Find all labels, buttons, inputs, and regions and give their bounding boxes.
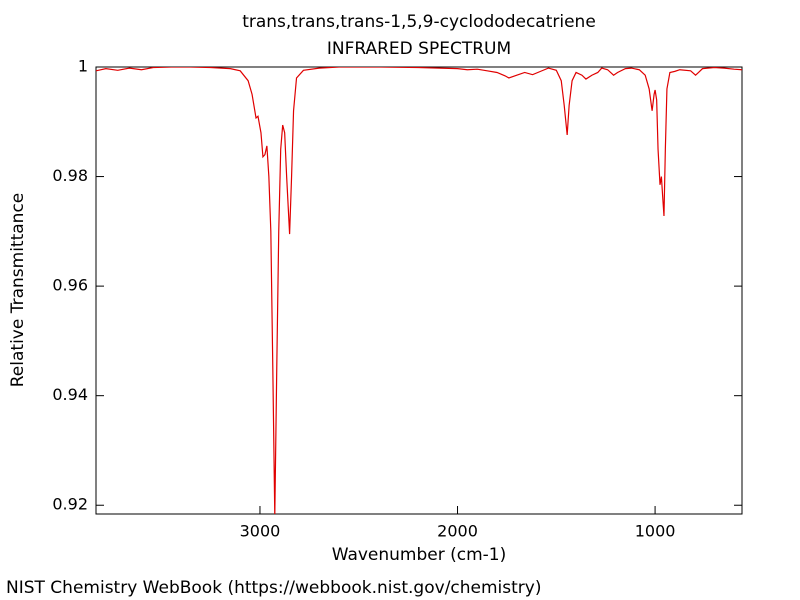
y-tick-label: 0.98 xyxy=(52,166,88,185)
plot-frame xyxy=(95,66,743,515)
x-tick-label: 3000 xyxy=(240,522,281,541)
y-tick-label: 1 xyxy=(78,57,88,76)
source-note: NIST Chemistry WebBook (https://webbook.… xyxy=(6,578,541,598)
y-tick-label: 0.96 xyxy=(52,276,88,295)
y-tick-label: 0.94 xyxy=(52,385,88,404)
y-axis-label: Relative Transmittance xyxy=(8,193,28,388)
x-tick-label: 1000 xyxy=(635,522,676,541)
x-axis-label: Wavenumber (cm-1) xyxy=(332,545,507,565)
chart-subtitle: INFRARED SPECTRUM xyxy=(327,39,511,59)
y-tick-label: 0.92 xyxy=(52,495,88,514)
spectrum-line xyxy=(96,67,742,514)
x-tick-label: 2000 xyxy=(437,522,478,541)
chart-title: trans,trans,trans-1,5,9-cyclododecatrien… xyxy=(242,12,596,32)
